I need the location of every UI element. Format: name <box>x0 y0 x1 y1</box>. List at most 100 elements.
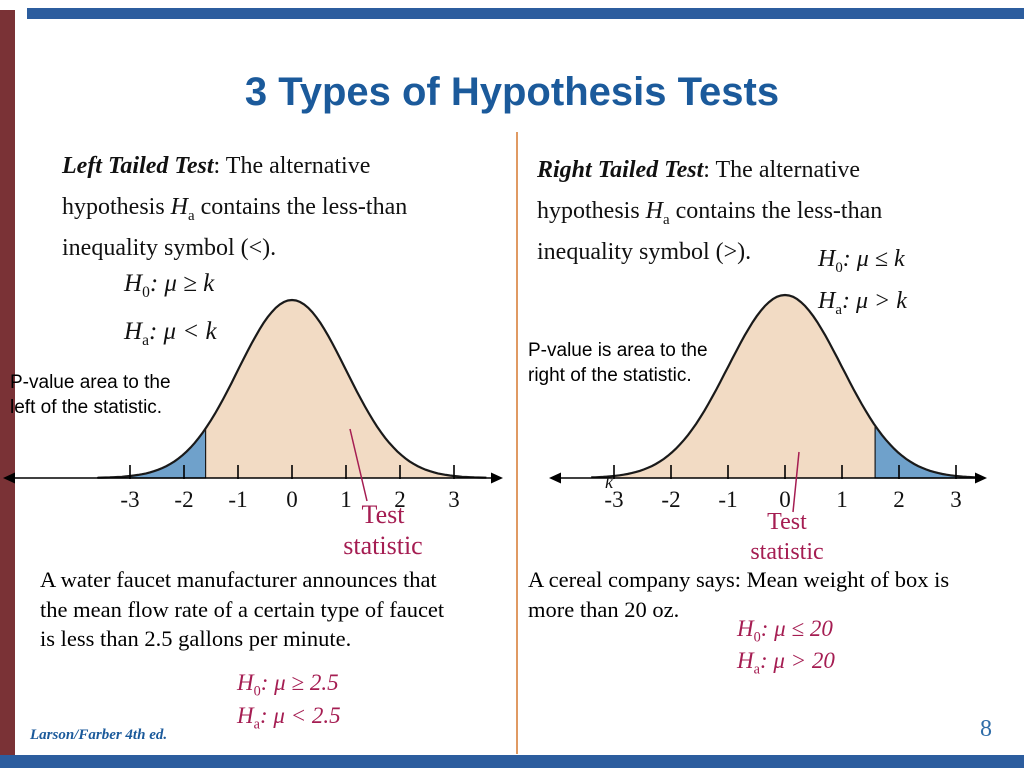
example-line: more than 20 oz. <box>528 596 680 622</box>
hypothesis-symbol: H <box>124 318 143 345</box>
test-statistic-text: statistic <box>750 539 824 565</box>
definition-text: inequality symbol (>). <box>537 239 752 265</box>
test-statistic-text: statistic <box>343 531 423 560</box>
hypothesis-symbol: H <box>818 288 836 314</box>
hypothesis-statement: : μ > k <box>841 288 907 314</box>
hypothesis-symbol: H <box>237 670 254 695</box>
svg-text:3: 3 <box>950 487 962 512</box>
hypothesis-subscript: a <box>188 207 195 224</box>
hypothesis-statement: : μ < 2.5 <box>259 703 341 728</box>
right-null-hypothesis: H0: μ ≤ k <box>818 238 907 280</box>
left-example-alt-hypothesis: Ha: μ < 2.5 <box>237 699 341 732</box>
pvalue-note-line: P-value is area to the <box>528 340 708 361</box>
right-pvalue-note: P-value is area to the right of the stat… <box>528 338 708 388</box>
left-example-null-hypothesis: H0: μ ≥ 2.5 <box>237 666 341 699</box>
hypothesis-subscript: a <box>753 661 760 678</box>
svg-text:1: 1 <box>836 487 848 512</box>
definition-line: Right Tailed Test: The alternative <box>537 150 882 191</box>
right-hypotheses: H0: μ ≤ k Ha: μ > k <box>818 238 907 322</box>
left-pvalue-note: P-value area to the left of the statisti… <box>10 370 171 420</box>
definition-text: hypothesis <box>62 194 171 220</box>
left-border-strip <box>0 10 15 755</box>
hypothesis-subscript: a <box>253 716 260 733</box>
svg-text:k: k <box>605 472 614 492</box>
slide-title: 3 Types of Hypothesis Tests <box>244 70 780 114</box>
definition-line: hypothesis Ha contains the less-than <box>62 187 407 228</box>
hypothesis-statement: : μ > 20 <box>759 648 835 673</box>
hypothesis-subscript: 0 <box>142 284 150 301</box>
hypothesis-statement: : μ ≥ 2.5 <box>260 670 339 695</box>
left-tailed-definition: Left Tailed Test: The alternative hypoth… <box>62 146 407 269</box>
hypothesis-subscript: 0 <box>753 629 761 646</box>
hypothesis-symbol: H <box>645 198 664 224</box>
hypothesis-subscript: a <box>835 301 842 318</box>
svg-text:3: 3 <box>448 487 460 512</box>
right-test-statistic-label: Test statistic <box>737 507 837 567</box>
test-statistic-text: Test <box>361 500 405 529</box>
example-line: is less than 2.5 gallons per minute. <box>40 626 352 651</box>
right-example-hypotheses: H0: μ ≤ 20 Ha: μ > 20 <box>737 613 835 677</box>
svg-text:-3: -3 <box>604 487 623 512</box>
pvalue-note-line: left of the statistic. <box>10 397 163 418</box>
right-tailed-normal-curve: -3 -2 -1 0 1 2 3 k <box>549 293 987 513</box>
left-tailed-normal-curve: -3 -2 -1 0 1 2 3 <box>3 298 503 512</box>
definition-text: contains the less-than <box>194 194 408 220</box>
svg-text:0: 0 <box>286 487 298 512</box>
svg-text:2: 2 <box>394 487 406 512</box>
hypothesis-symbol: H <box>737 648 754 673</box>
center-divider-line <box>516 132 518 754</box>
left-test-statistic-label: Test statistic <box>333 499 433 561</box>
svg-text:-3: -3 <box>120 487 139 512</box>
hypothesis-statement: : μ ≤ k <box>842 246 905 272</box>
definition-text: hypothesis <box>537 198 646 224</box>
hypothesis-symbol: H <box>124 270 143 297</box>
example-line: A water faucet manufacturer announces th… <box>40 567 437 592</box>
definition-line: inequality symbol (>). <box>537 232 882 273</box>
hypothesis-statement: : μ < k <box>148 318 217 345</box>
left-null-hypothesis: H0: μ ≥ k <box>124 260 217 308</box>
hypothesis-statement: : μ ≥ k <box>149 270 215 297</box>
example-line: A cereal company says: Mean weight of bo… <box>528 567 950 592</box>
hypothesis-symbol: H <box>818 246 836 272</box>
right-example-alt-hypothesis: Ha: μ > 20 <box>737 645 835 677</box>
left-example-hypotheses: H0: μ ≥ 2.5 Ha: μ < 2.5 <box>237 666 341 732</box>
hypothesis-subscript: a <box>663 211 670 228</box>
bottom-border-bar <box>0 755 1024 768</box>
left-alt-hypothesis: Ha: μ < k <box>124 308 217 356</box>
hypothesis-subscript: 0 <box>835 259 843 276</box>
right-example-null-hypothesis: H0: μ ≤ 20 <box>737 613 835 645</box>
definition-text: : The alternative <box>213 153 371 179</box>
right-alt-hypothesis: Ha: μ > k <box>818 280 907 322</box>
svg-text:0: 0 <box>779 487 791 512</box>
svg-text:-2: -2 <box>174 487 193 512</box>
right-tailed-definition: Right Tailed Test: The alternative hypot… <box>537 150 882 273</box>
test-statistic-text: Test <box>767 509 807 535</box>
definition-text: : The alternative <box>703 157 861 183</box>
hypothesis-symbol: H <box>737 616 754 641</box>
left-example-text: A water faucet manufacturer announces th… <box>40 565 444 654</box>
hypothesis-subscript: a <box>142 332 149 349</box>
hypothesis-symbol: H <box>170 194 189 220</box>
hypothesis-subscript: 0 <box>253 683 261 700</box>
right-tailed-term: Right Tailed Test <box>537 157 704 183</box>
definition-text: contains the less-than <box>669 198 883 224</box>
svg-text:-2: -2 <box>661 487 680 512</box>
svg-text:2: 2 <box>893 487 905 512</box>
svg-text:1: 1 <box>340 487 352 512</box>
left-hypotheses: H0: μ ≥ k Ha: μ < k <box>124 260 217 356</box>
example-line: the mean flow rate of a certain type of … <box>40 596 445 622</box>
top-border-bar <box>27 8 1024 19</box>
svg-text:-1: -1 <box>718 487 737 512</box>
left-tailed-term: Left Tailed Test <box>62 153 214 179</box>
hypothesis-symbol: H <box>237 703 254 728</box>
hypothesis-statement: : μ ≤ 20 <box>760 616 833 641</box>
page-number: 8 <box>980 716 992 742</box>
definition-line: inequality symbol (<). <box>62 228 407 269</box>
pvalue-note-line: P-value area to the <box>10 372 171 393</box>
pvalue-note-line: right of the statistic. <box>528 365 692 386</box>
definition-text: inequality symbol (<). <box>62 235 277 261</box>
svg-text:-1: -1 <box>228 487 247 512</box>
footer-source: Larson/Farber 4th ed. <box>30 727 168 743</box>
definition-line: Left Tailed Test: The alternative <box>62 146 407 187</box>
